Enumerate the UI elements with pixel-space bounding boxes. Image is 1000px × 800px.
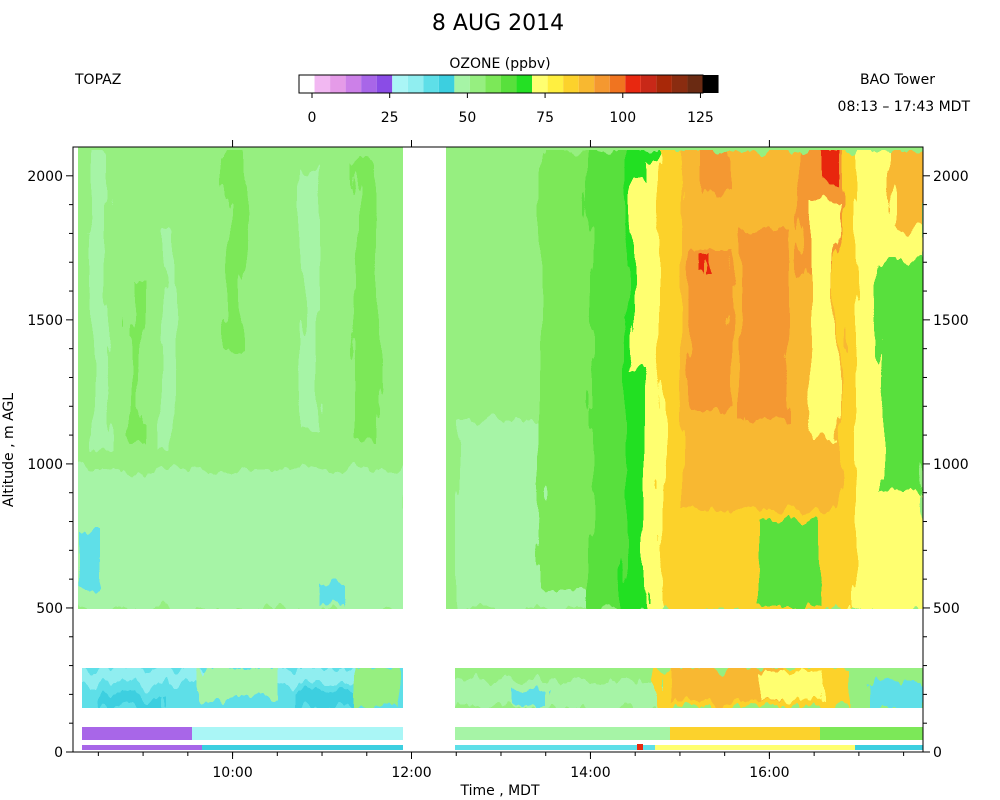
colorbar-swatch <box>703 75 719 93</box>
x-tick-label: 12:00 <box>391 765 431 781</box>
colorbar-tick-label: 125 <box>687 110 714 126</box>
y-tick-label: 500 <box>36 601 63 617</box>
x-tick-label: 10:00 <box>212 765 252 781</box>
colorbar-swatch <box>563 75 579 93</box>
colorbar-swatch <box>640 75 657 93</box>
colorbar-swatch <box>407 75 424 93</box>
chart-title: 8 AUG 2014 <box>432 11 564 36</box>
colorbar-label: OZONE (ppbv) <box>449 56 550 72</box>
y-axis: 0 0 500 500 1000 1000 1500 1500 2000 2000 <box>27 169 968 761</box>
colorbar-swatch <box>454 75 470 93</box>
instrument-label: TOPAZ <box>74 72 121 88</box>
y-tick-label: 0 <box>933 745 942 761</box>
colorbar-swatch <box>547 75 564 93</box>
colorbar-swatch <box>501 75 517 93</box>
colorbar-swatch <box>345 75 362 93</box>
site-label: BAO Tower <box>860 72 935 88</box>
time-range-label: 08:13 – 17:43 MDT <box>838 99 971 115</box>
band-0-15 <box>82 744 923 750</box>
colorbar-swatch <box>516 75 533 93</box>
band-160-290-left <box>82 668 403 708</box>
colorbar-swatch <box>361 75 377 93</box>
colorbar-swatch <box>314 75 331 93</box>
colorbar-tick-label: 25 <box>381 110 399 126</box>
colorbar-swatch <box>578 75 595 93</box>
colorbar-swatch <box>392 75 408 93</box>
plot-frame <box>72 146 924 753</box>
colorbar-swatch <box>330 75 346 93</box>
y-tick-label: 2000 <box>933 169 969 185</box>
data-gap <box>403 147 446 752</box>
upper-right-field <box>446 147 923 609</box>
y-tick-label: 2000 <box>27 169 63 185</box>
x-tick-label: 16:00 <box>749 765 789 781</box>
y-tick-label: 1000 <box>933 457 969 473</box>
y-tick-label: 1000 <box>27 457 63 473</box>
colorbar-swatch <box>609 75 626 93</box>
x-axis: 10:00 12:00 14:00 16:00 <box>97 140 905 781</box>
colorbar-tick-label: 50 <box>458 110 476 126</box>
x-axis-label: Time , MDT <box>459 783 539 799</box>
colorbar-swatch <box>656 75 672 93</box>
colorbar-swatch <box>469 75 486 93</box>
colorbar-swatch <box>376 75 393 93</box>
colorbar: 0 25 50 75 100 125 <box>298 74 719 126</box>
colorbar-tick-label: 100 <box>609 110 636 126</box>
colorbar-swatch <box>532 75 548 93</box>
y-tick-label: 1500 <box>27 313 63 329</box>
colorbar-swatch <box>438 75 455 93</box>
y-tick-label: 500 <box>933 601 960 617</box>
band-160-290-right <box>455 668 923 708</box>
y-axis-label: Altitude , m AGL <box>1 393 17 507</box>
upper-left-field <box>78 147 403 609</box>
colorbar-swatch <box>485 75 501 93</box>
y-tick-label: 1500 <box>933 313 969 329</box>
colorbar-swatch <box>423 75 439 93</box>
x-tick-label: 14:00 <box>570 765 610 781</box>
colorbar-swatch <box>671 75 688 93</box>
plot-area <box>78 147 923 752</box>
colorbar-swatch <box>625 75 641 93</box>
colorbar-tick-label: 75 <box>536 110 554 126</box>
colorbar-frame <box>298 74 704 94</box>
y-tick-label: 0 <box>54 745 63 761</box>
colorbar-swatch <box>594 75 610 93</box>
colorbar-swatch <box>687 75 703 93</box>
colorbar-swatch <box>299 75 315 93</box>
colorbar-tick-label: 0 <box>308 110 317 126</box>
band-30-80 <box>82 727 923 740</box>
